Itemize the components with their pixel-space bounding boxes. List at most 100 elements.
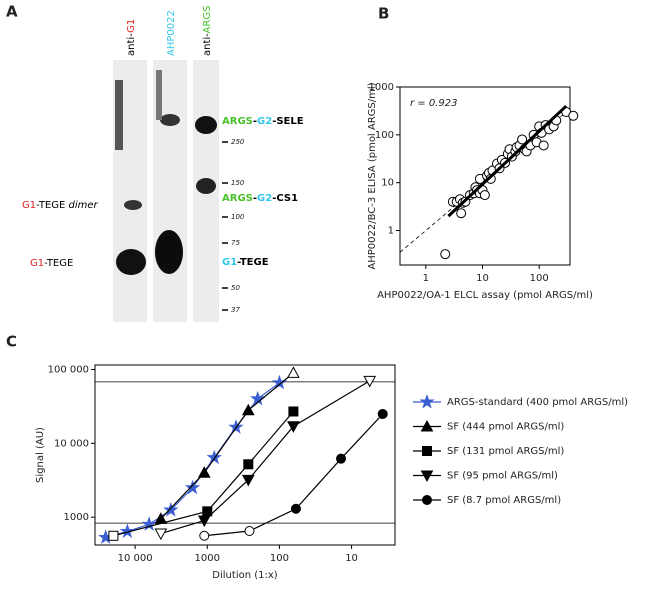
x-axis-label: AHP0022/OA-1 ELCL assay (pmol ARGS/ml) [377,290,593,301]
marker-label: 150 [231,179,245,187]
marker [197,515,211,528]
marker [244,525,255,536]
marker-label: 50 [231,284,240,292]
legend-marker [422,446,432,456]
panel-letter: C [6,333,17,351]
legend-label: ARGS-standard (400 pmol ARGS/ml) [447,397,628,408]
marker [243,459,254,470]
x-tick-label: 100 [270,553,289,564]
band-label: G1-TEGE [30,258,73,269]
marker [197,466,211,478]
marker-label: 75 [231,239,240,247]
band-label: ARGS-G2-SELE [222,116,304,127]
y-axis-label: AHP0022/BC-3 ELISA (pmol ARGS/ml) [367,82,378,269]
x-tick-label: 10 [476,273,489,284]
legend-marker [419,393,435,409]
annotation: r = 0.923 [410,98,457,109]
text-part: G1 [22,200,36,211]
text-part: - [253,116,257,127]
scatter-point [440,249,451,260]
plot-frame [399,86,571,266]
marker-label: 100 [231,213,245,221]
y-tick-label: 100 [375,130,394,141]
legend-marker [422,495,432,505]
text-part: -TEGE [36,200,68,211]
marker [250,390,266,406]
marker [199,530,210,541]
panel-letter: B [378,5,389,23]
y-tick-label: 1 [388,226,394,237]
band-label: G1-TEGE [222,257,269,268]
marker [363,375,377,388]
text-part: -SELE [272,116,304,127]
lane-label: anti-G1 [126,19,137,56]
text-part: anti- [126,33,137,56]
marker [290,503,301,514]
marker [206,449,222,465]
scatter-point [568,110,579,121]
marker-label: 250 [231,138,245,146]
marker [336,453,347,464]
scatter-point [479,190,490,201]
scatter-point [538,140,549,151]
legend-label: SF (95 pmol ARGS/ml) [447,471,558,482]
marker-label: 37 [231,306,240,314]
marker [377,408,388,419]
marker [287,421,300,433]
marker [241,474,255,487]
text-part: dimer [69,200,99,211]
text-part: G2 [257,193,272,204]
text-part: G2 [257,116,272,127]
x-tick-label: 10 000 [118,553,153,564]
text-part: ARGS [202,6,213,34]
text-part: G1 [222,257,237,268]
x-tick-label: 1 [423,273,429,284]
text-part: -TEGE [237,257,269,268]
y-tick-label: 10 [381,178,394,189]
text-part: anti- [202,33,213,56]
marker [228,419,244,434]
marker [119,523,136,538]
marker [287,366,300,378]
band-label: G1-TEGE dimer [22,200,99,211]
marker [163,501,179,517]
legend-label: SF (444 pmol ARGS/ml) [447,422,564,433]
x-tick-label: 10 [345,553,358,564]
band-label: ARGS-G2-CS1 [222,193,298,204]
marker [154,528,168,541]
series-line [160,372,294,520]
lane-label: AHP0022 [166,10,177,56]
legend-marker [420,419,434,432]
text-part: G1 [126,19,137,33]
panel-letter: A [6,3,18,21]
text-part: -TEGE [44,258,73,269]
marker [108,530,119,541]
scatter-point [456,208,467,219]
x-tick-label: 1000 [195,553,220,564]
y-tick-label: 1000 [64,512,89,523]
scatter-point [517,134,528,145]
text-part: AHP0022 [166,10,177,56]
text-part: -CS1 [272,193,298,204]
text-part: ARGS [222,116,253,127]
text-part: - [253,193,257,204]
text-part: G1 [30,258,44,269]
x-tick-label: 100 [530,273,549,284]
legend-label: SF (131 pmol ARGS/ml) [447,446,564,457]
legend-marker [420,470,434,483]
fit-line [447,104,568,218]
y-axis-label: Signal (AU) [35,427,46,483]
series-line [113,411,294,537]
y-tick-label: 1000 [369,82,394,93]
marker [184,479,201,495]
marker [241,403,255,416]
plot-frame [94,364,396,546]
marker [288,406,299,417]
blot-image [113,60,219,322]
text-part: ARGS [222,193,253,204]
y-tick-label: 100 000 [48,364,89,375]
lane-label: anti-ARGS [202,6,213,56]
legend-label: SF (8.7 pmol ARGS/ml) [447,495,561,506]
y-tick-label: 10 000 [54,438,89,449]
